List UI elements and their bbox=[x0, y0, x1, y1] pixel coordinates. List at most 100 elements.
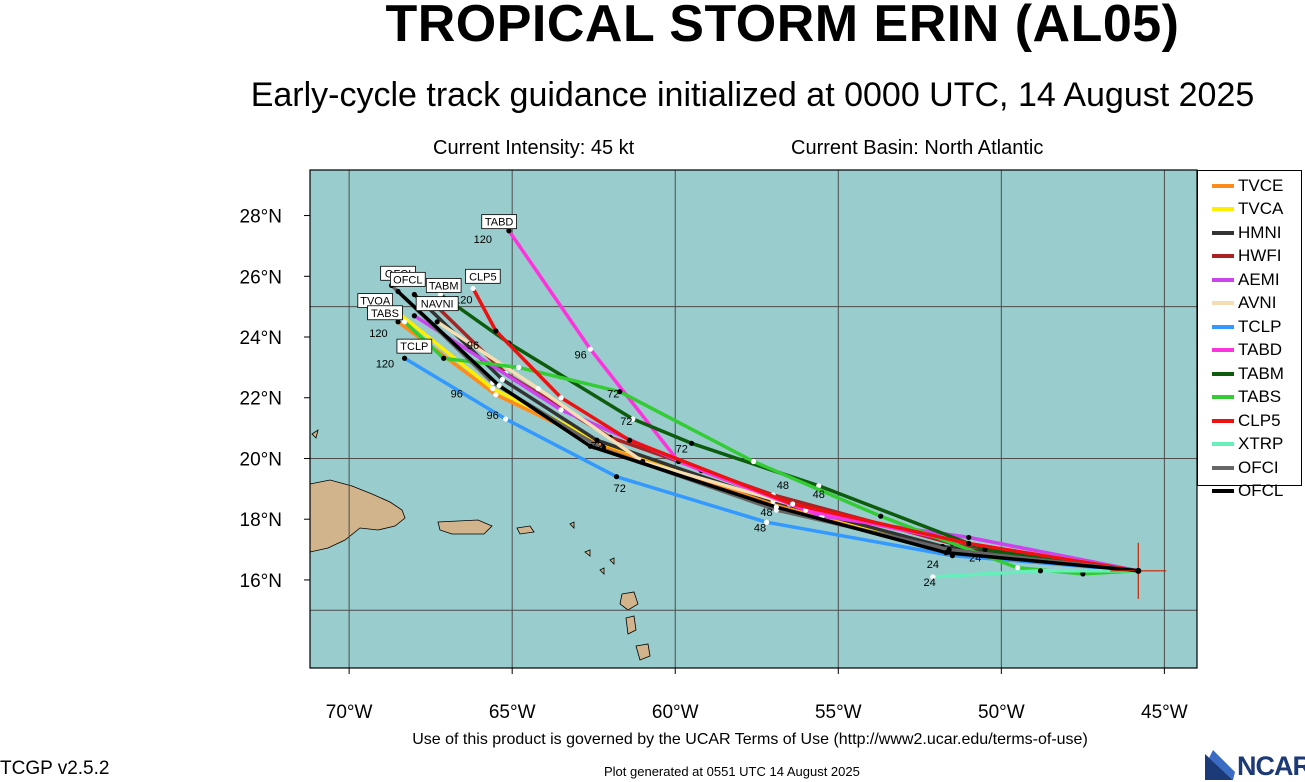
track-end-box bbox=[415, 296, 459, 312]
legend-label: CLP5 bbox=[1238, 410, 1281, 430]
track-end-label: OFCL bbox=[393, 274, 422, 286]
track-point bbox=[763, 519, 770, 525]
track-end-label: TVOA bbox=[360, 296, 391, 308]
land-mass bbox=[437, 519, 493, 535]
legend-item: TCLP bbox=[1198, 315, 1301, 339]
track-point bbox=[773, 504, 779, 510]
forecast-hour-label: 96 bbox=[575, 349, 587, 361]
storm-marker bbox=[1110, 542, 1167, 599]
legend-swatch bbox=[1212, 301, 1234, 306]
forecast-hour-label: 24 bbox=[927, 559, 939, 571]
track-point bbox=[878, 513, 884, 519]
terms-notice: Use of this product is governed by the U… bbox=[412, 731, 1088, 748]
forecast-hour-label: 96 bbox=[467, 340, 479, 352]
track-tclp bbox=[403, 356, 1139, 573]
track-point bbox=[946, 546, 952, 553]
land-mass bbox=[609, 557, 615, 565]
lat-tick-label: 26°N bbox=[240, 267, 282, 288]
ncar-logo bbox=[1205, 750, 1235, 780]
legend-label: AEMI bbox=[1238, 269, 1280, 289]
legend-label: HMNI bbox=[1238, 222, 1282, 242]
track-point bbox=[1080, 571, 1086, 577]
track-point bbox=[587, 443, 594, 449]
legend-item: OFCL bbox=[1198, 480, 1301, 504]
ncar-logo-text: NCAR bbox=[1237, 751, 1305, 781]
track-point bbox=[943, 550, 949, 556]
map-background bbox=[310, 170, 1197, 668]
track-point bbox=[401, 355, 408, 361]
land-mass bbox=[635, 643, 651, 661]
legend-item: XTRP bbox=[1198, 433, 1301, 457]
forecast-hour-label: 48 bbox=[777, 480, 789, 492]
track-end-label: TABD bbox=[485, 217, 514, 229]
forecast-hour-label: 48 bbox=[754, 522, 766, 534]
legend-swatch bbox=[1212, 489, 1234, 494]
land-mass bbox=[569, 521, 575, 529]
forecast-hour-label: 72 bbox=[614, 483, 626, 495]
track-point bbox=[1015, 565, 1021, 571]
legend-swatch bbox=[1212, 277, 1234, 282]
legend-swatch bbox=[1212, 254, 1234, 259]
track-point bbox=[470, 285, 476, 292]
lat-tick-label: 16°N bbox=[240, 571, 282, 592]
track-ofcl bbox=[396, 290, 1139, 573]
track-point bbox=[401, 319, 408, 325]
track-point bbox=[493, 328, 499, 334]
track-point bbox=[503, 416, 509, 422]
lon-tick-label: 45°W bbox=[1141, 702, 1188, 723]
legend-item: TABM bbox=[1198, 362, 1301, 386]
legend-swatch bbox=[1212, 324, 1234, 329]
track-point bbox=[395, 288, 401, 295]
legend-swatch bbox=[1212, 230, 1234, 235]
track-point bbox=[496, 382, 502, 389]
track-point bbox=[982, 546, 988, 553]
track-point bbox=[558, 407, 564, 413]
forecast-hour-label: 120 bbox=[474, 234, 492, 246]
lon-tick-label: 65°W bbox=[489, 702, 536, 723]
lon-tick-label: 70°W bbox=[326, 702, 373, 723]
current-basin: Current Basin: North Atlantic bbox=[791, 137, 1044, 159]
forecast-hour-label: 120 bbox=[454, 295, 472, 307]
legend-swatch bbox=[1212, 465, 1234, 470]
track-end-box bbox=[465, 268, 501, 284]
legend-item: TABD bbox=[1198, 339, 1301, 363]
lat-tick-label: 22°N bbox=[240, 389, 282, 410]
legend-item: AEMI bbox=[1198, 268, 1301, 292]
track-point bbox=[750, 458, 757, 465]
storm-center bbox=[1135, 567, 1142, 574]
lat-tick-label: 24°N bbox=[240, 328, 282, 349]
track-point bbox=[493, 392, 499, 398]
grid-lines bbox=[310, 170, 1197, 668]
track-point bbox=[490, 386, 496, 392]
land-mass bbox=[310, 479, 406, 553]
legend-label: TVCE bbox=[1238, 175, 1284, 195]
legend-swatch bbox=[1212, 183, 1234, 188]
forecast-hour-label: 72 bbox=[620, 416, 632, 428]
track-end-box bbox=[367, 305, 403, 321]
track-end-label: CLP5 bbox=[469, 271, 497, 283]
track-point bbox=[594, 437, 600, 443]
track-point bbox=[790, 501, 796, 507]
track-point bbox=[506, 228, 512, 234]
track-point bbox=[441, 355, 447, 361]
track-point bbox=[930, 574, 936, 580]
legend-label: TABS bbox=[1238, 387, 1282, 407]
track-point bbox=[626, 437, 633, 443]
legend-swatch bbox=[1212, 371, 1234, 376]
lat-tick-label: 20°N bbox=[240, 449, 282, 470]
track-point bbox=[434, 319, 440, 325]
forecast-hour-label: 120 bbox=[369, 328, 387, 340]
track-point bbox=[437, 291, 444, 298]
track-point bbox=[688, 440, 695, 446]
forecast-hour-label: 120 bbox=[376, 358, 394, 370]
land-mass bbox=[625, 615, 637, 635]
legend-item: TABS bbox=[1198, 386, 1301, 410]
legend-item: HMNI bbox=[1198, 221, 1301, 245]
lat-tick-label: 18°N bbox=[240, 510, 282, 531]
forecast-hour-label: 24 bbox=[969, 553, 981, 565]
page-subtitle: Early-cycle track guidance initialized a… bbox=[250, 76, 1255, 114]
track-point bbox=[617, 389, 623, 395]
forecast-hour-label: 96 bbox=[486, 410, 498, 422]
page-title: TROPICAL STORM ERIN (AL05) bbox=[385, 0, 1180, 53]
forecast-hour-label: 72 bbox=[676, 443, 688, 455]
